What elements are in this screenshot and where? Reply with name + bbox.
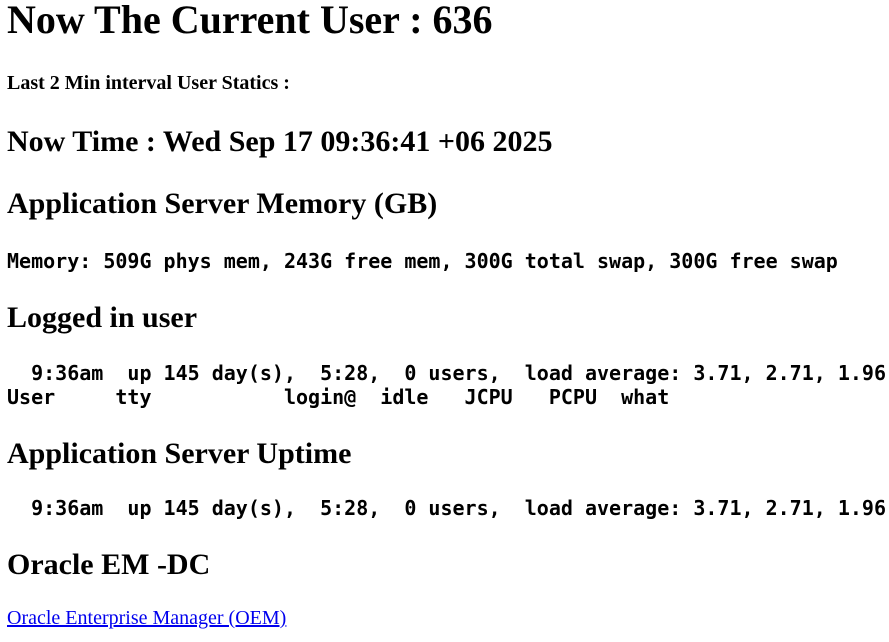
oem-link[interactable]: Oracle Enterprise Manager (OEM) xyxy=(7,607,287,629)
logged-in-user-heading: Logged in user xyxy=(7,301,198,334)
memory-output: Memory: 509G phys mem, 243G free mem, 30… xyxy=(7,249,838,273)
user-statics-subtitle: Last 2 Min interval User Statics : xyxy=(7,72,290,94)
uptime-output: 9:36am up 145 day(s), 5:28, 0 users, loa… xyxy=(7,496,886,520)
memory-heading: Application Server Memory (GB) xyxy=(7,187,438,220)
page-title: Now The Current User : 636 xyxy=(7,0,493,42)
now-time-heading: Now Time : Wed Sep 17 09:36:41 +06 2025 xyxy=(7,125,553,158)
oracle-em-heading: Oracle EM -DC xyxy=(7,548,211,581)
oem-link-line: Oracle Enterprise Manager (OEM) xyxy=(7,607,882,630)
logged-in-user-output: 9:36am up 145 day(s), 5:28, 0 users, loa… xyxy=(7,361,886,409)
uptime-heading: Application Server Uptime xyxy=(7,437,352,470)
